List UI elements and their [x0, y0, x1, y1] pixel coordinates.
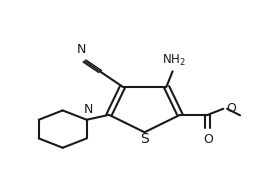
Text: NH$_2$: NH$_2$	[162, 53, 186, 68]
Text: N: N	[83, 103, 93, 116]
Text: O: O	[203, 133, 213, 146]
Text: N: N	[77, 43, 86, 56]
Text: O: O	[227, 102, 237, 115]
Text: S: S	[140, 132, 149, 146]
